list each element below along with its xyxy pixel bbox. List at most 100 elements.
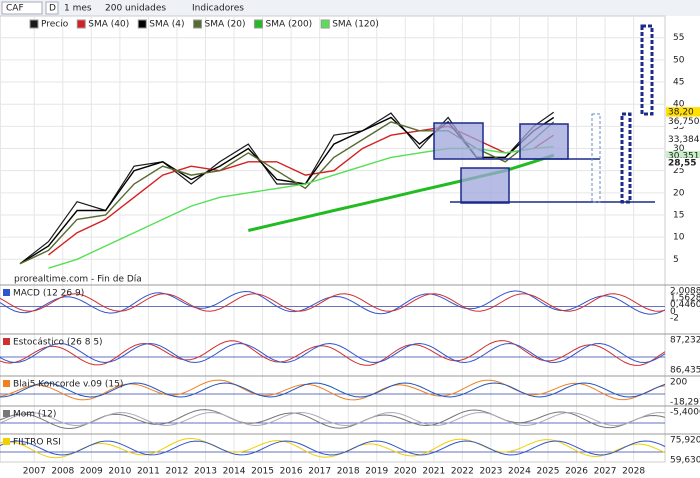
panel-icon bbox=[3, 438, 10, 445]
indicators[interactable]: Indicadores bbox=[192, 4, 244, 14]
price-tag: 28,55 bbox=[668, 158, 696, 168]
panel-label: 75,920 bbox=[670, 436, 700, 446]
price-tag: 38,20 bbox=[668, 108, 694, 118]
panel-title: Mom (12) bbox=[13, 410, 56, 420]
symbol-box[interactable] bbox=[1, 1, 43, 15]
panel-label: 2,0088 bbox=[670, 287, 700, 297]
indicator-line bbox=[0, 382, 666, 398]
x-tick-label: 2021 bbox=[422, 467, 445, 477]
x-tick-label: 2009 bbox=[80, 467, 103, 477]
y-tick-label: 25 bbox=[673, 166, 684, 176]
y-tick-label: 45 bbox=[673, 78, 684, 88]
annotations bbox=[433, 24, 655, 204]
y-tick-label: 20 bbox=[673, 188, 685, 198]
panel-title: MACD (12 26 9) bbox=[13, 289, 84, 299]
legend-swatch bbox=[253, 19, 263, 29]
panel-label: 200 bbox=[670, 378, 687, 388]
indicator-line bbox=[0, 440, 666, 456]
x-tick-label: 2018 bbox=[337, 467, 360, 477]
mode-box[interactable] bbox=[45, 1, 59, 15]
projection bbox=[640, 24, 654, 116]
y-tick-label: 55 bbox=[673, 33, 684, 43]
panel-label: 1,5628 bbox=[670, 293, 700, 303]
x-tick-label: 2008 bbox=[51, 467, 74, 477]
y-tick-label: 5 bbox=[673, 255, 679, 265]
y-tick-label: 40 bbox=[673, 100, 685, 110]
legend-swatch bbox=[320, 19, 330, 29]
panel-label: -2 bbox=[670, 314, 679, 324]
panel-label: -5,4000 bbox=[670, 408, 700, 418]
legend-swatch bbox=[193, 19, 202, 29]
legend-entry: SMA (120) bbox=[332, 20, 379, 30]
box bbox=[519, 123, 569, 160]
legend-entry: Precio bbox=[41, 20, 69, 30]
x-tick-label: 2022 bbox=[451, 467, 474, 477]
x-tick-label: 2015 bbox=[251, 467, 274, 477]
period[interactable]: 1 mes bbox=[64, 4, 92, 14]
panel-title: FILTRO RSI bbox=[13, 438, 61, 448]
x-tick-label: 2023 bbox=[479, 467, 502, 477]
indicator-line bbox=[0, 411, 666, 427]
indicator-line bbox=[0, 379, 666, 401]
legend-swatch bbox=[29, 19, 39, 29]
x-tick-label: 2024 bbox=[508, 467, 531, 477]
panel-icon bbox=[3, 289, 10, 296]
indicator-line bbox=[0, 293, 666, 312]
panel-icon bbox=[3, 338, 10, 345]
projection bbox=[620, 112, 632, 204]
legend-entry: SMA (20) bbox=[205, 20, 246, 30]
y-tick-label: 15 bbox=[673, 210, 684, 220]
x-tick-label: 2027 bbox=[594, 467, 617, 477]
indicator-line bbox=[0, 340, 666, 366]
price-tag-bg bbox=[666, 150, 700, 161]
x-tick-label: 2026 bbox=[565, 467, 588, 477]
panel-label: 87,232 bbox=[670, 336, 700, 346]
x-tick-label: 2007 bbox=[23, 467, 46, 477]
panel-label: 0,4460 bbox=[670, 300, 700, 310]
legend-entry: SMA (200) bbox=[265, 20, 312, 30]
price-tag-bg bbox=[666, 134, 700, 145]
legend-swatch bbox=[137, 19, 147, 29]
y-tick-label: 10 bbox=[673, 233, 685, 243]
x-tick-label: 2013 bbox=[194, 467, 217, 477]
x-tick-label: 2014 bbox=[223, 467, 246, 477]
legend-entry: SMA (4) bbox=[149, 20, 184, 30]
legend-swatch bbox=[76, 19, 86, 29]
indicator-line bbox=[0, 437, 666, 459]
toolbar bbox=[0, 0, 700, 16]
legend-entry: SMA (40) bbox=[88, 20, 129, 30]
y-tick-label: 50 bbox=[673, 55, 685, 65]
price-tag-bg bbox=[666, 107, 700, 118]
price-tag: 30,351 bbox=[668, 151, 700, 161]
symbol[interactable]: CAF bbox=[6, 4, 24, 14]
panel-label: 86,435 bbox=[670, 366, 700, 376]
box bbox=[433, 122, 484, 160]
panel-icon bbox=[3, 410, 10, 417]
watermark: prorealtime.com - Fin de Día bbox=[14, 275, 142, 285]
panel-icon bbox=[3, 380, 10, 387]
units[interactable]: 200 unidades bbox=[105, 4, 166, 14]
price-tag: 36,750 bbox=[668, 117, 700, 127]
x-tick-label: 2017 bbox=[308, 467, 331, 477]
x-tick-label: 2025 bbox=[537, 467, 560, 477]
panel-label: -18,297 bbox=[670, 398, 700, 408]
x-tick-label: 2010 bbox=[108, 467, 131, 477]
x-tick-label: 2028 bbox=[622, 467, 645, 477]
y-tick-label: 35 bbox=[673, 122, 684, 132]
panel-title: Blai5 Koncorde v.09 (15) bbox=[13, 380, 123, 390]
mode[interactable]: D bbox=[49, 4, 56, 14]
panel-label: 0 bbox=[670, 307, 676, 317]
price-tag-bg bbox=[666, 116, 700, 127]
x-tick-label: 2020 bbox=[394, 467, 417, 477]
box bbox=[460, 167, 510, 204]
projection bbox=[591, 113, 601, 203]
x-tick-label: 2012 bbox=[165, 467, 188, 477]
x-tick-label: 2019 bbox=[365, 467, 388, 477]
price-tag-bg bbox=[666, 157, 700, 168]
series-line bbox=[247, 153, 555, 232]
y-tick-label: 30 bbox=[673, 144, 685, 154]
panel-label: 59,630 bbox=[670, 456, 700, 466]
panel-title: Estocástico (26 8 5) bbox=[13, 338, 103, 348]
